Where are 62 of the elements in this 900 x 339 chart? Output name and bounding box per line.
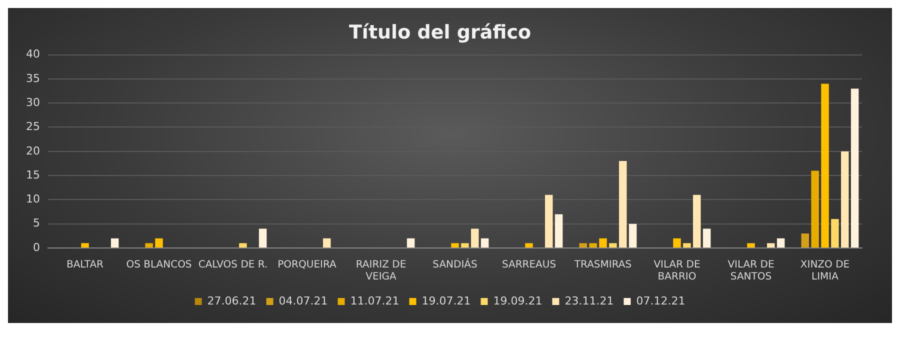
bar <box>110 238 119 248</box>
bar <box>619 161 627 248</box>
bar <box>579 243 587 248</box>
y-tick-label: 40 <box>26 48 40 61</box>
y-tick-label: 20 <box>26 144 40 158</box>
bar <box>776 238 785 248</box>
bar <box>850 88 859 248</box>
y-tick-label: 0 <box>32 240 40 254</box>
y-tick-label: 15 <box>26 168 40 182</box>
bar <box>841 151 849 248</box>
x-tick-label: XINZO DE LIMIA <box>800 260 850 283</box>
x-tick-label: VILAR DE SANTOS <box>728 260 774 283</box>
bar <box>673 238 681 248</box>
legend-label: 23.11.21 <box>564 294 614 308</box>
bar <box>525 243 533 248</box>
legend-label: 11.07.21 <box>350 294 400 308</box>
bar <box>702 228 711 248</box>
bar <box>406 238 415 248</box>
bar <box>609 243 617 248</box>
bar <box>747 243 755 248</box>
bar <box>821 84 829 248</box>
x-tick-label: SARREAUS <box>502 260 556 271</box>
y-tick-label: 30 <box>26 96 40 109</box>
bar <box>801 234 809 248</box>
bar <box>693 194 701 248</box>
bar <box>471 228 479 248</box>
bar <box>322 238 331 248</box>
y-tick-label: 35 <box>26 72 40 85</box>
x-tick-label: OS BLANCOS <box>126 260 192 271</box>
x-tick-label: PORQUEIRA <box>278 260 336 271</box>
legend-label: 07.12.21 <box>636 294 686 308</box>
x-tick-label: TRASMIRAS <box>573 260 632 271</box>
legend-label: 19.07.21 <box>422 294 471 308</box>
x-tick-label: BALTAR <box>66 260 104 271</box>
bar <box>258 228 267 248</box>
x-tick-label: SANDIÁS <box>432 258 478 271</box>
bar <box>145 243 153 248</box>
legend-label: 04.07.21 <box>278 294 328 308</box>
x-tick-label: CALVOS DE R. <box>198 260 268 271</box>
bar <box>554 214 563 248</box>
chart-title: Título del gráfico <box>348 21 532 44</box>
bar <box>480 238 489 248</box>
bar <box>683 243 691 248</box>
y-tick-label: 10 <box>26 192 40 206</box>
bar <box>544 194 553 248</box>
bar <box>239 243 247 248</box>
bar <box>831 219 839 248</box>
y-tick-label: 5 <box>32 216 40 230</box>
bar <box>628 224 637 248</box>
y-tick-label: 25 <box>26 120 40 134</box>
legend-label: 27.06.21 <box>207 294 256 308</box>
x-tick-label: RAIRIZ DE VEIGA <box>356 260 406 283</box>
bar <box>767 243 775 248</box>
x-tick-label: VILAR DE BARRIO <box>654 260 700 283</box>
bar <box>155 238 163 248</box>
legend-label: 19.09.21 <box>493 294 542 308</box>
bar <box>811 170 819 248</box>
bar <box>451 243 459 248</box>
bar <box>81 243 89 248</box>
bar <box>599 238 607 248</box>
bar <box>589 243 597 248</box>
bar <box>461 243 469 248</box>
